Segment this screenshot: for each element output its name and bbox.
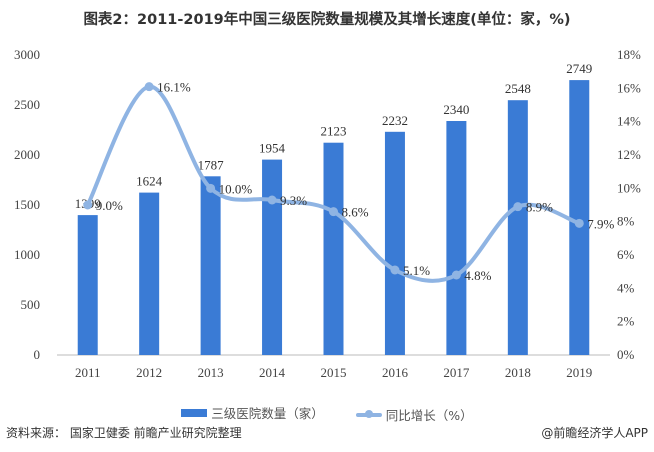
bar xyxy=(262,159,283,355)
source-note: 资料来源： 国家卫健委 前瞻产业研究院整理 xyxy=(6,426,242,440)
bar-label: 2548 xyxy=(505,81,531,96)
right-axis-tick: 6% xyxy=(617,247,635,262)
left-axis-tick: 1500 xyxy=(14,197,40,212)
x-axis-tick: 2011 xyxy=(75,365,101,380)
growth-label: 5.1% xyxy=(403,263,430,278)
left-axis-tick: 3000 xyxy=(14,47,40,62)
right-axis-tick: 8% xyxy=(617,214,635,229)
legend-swatch-bar xyxy=(181,408,208,417)
x-axis-tick: 2016 xyxy=(382,365,409,380)
credit-note: @前瞻经济学人APP xyxy=(541,426,648,440)
growth-label: 9.3% xyxy=(280,193,307,208)
growth-point xyxy=(144,82,154,92)
chart-title: 图表2：2011-2019年中国三级医院数量规模及其增长速度(单位：家，%) xyxy=(83,12,571,28)
right-axis-tick: 2% xyxy=(617,314,635,329)
x-axis-tick: 2014 xyxy=(259,365,286,380)
growth-label: 4.8% xyxy=(464,268,491,283)
bar-label: 2232 xyxy=(382,113,408,128)
legend-swatch-line xyxy=(355,409,382,418)
x-axis-tick: 2013 xyxy=(198,365,224,380)
growth-point xyxy=(206,183,216,193)
bar xyxy=(323,142,344,355)
growth-label: 16.1% xyxy=(157,80,191,95)
right-axis-tick: 0% xyxy=(617,347,635,362)
bar xyxy=(139,192,160,355)
growth-label: 9.0% xyxy=(96,198,123,213)
growth-point xyxy=(329,207,338,217)
growth-label: 8.9% xyxy=(526,200,553,215)
legend: 三级医院数量（家） 同比增长（%） xyxy=(0,403,654,424)
growth-line xyxy=(85,84,582,283)
bar xyxy=(569,80,590,355)
right-axis-tick: 16% xyxy=(617,80,641,95)
legend-item-bar: 三级医院数量（家） xyxy=(181,403,324,422)
x-axis-tick: 2012 xyxy=(136,365,162,380)
legend-label: 三级医院数量（家） xyxy=(211,406,324,421)
legend-item-line: 同比增长（%） xyxy=(355,405,473,424)
left-axis-tick: 0 xyxy=(34,347,41,362)
left-axis-tick: 500 xyxy=(21,297,41,312)
growth-point xyxy=(574,218,584,228)
growth-point xyxy=(513,202,523,212)
right-axis-tick: 12% xyxy=(617,147,641,162)
bar-label: 1624 xyxy=(136,174,163,189)
left-axis-tick: 2000 xyxy=(14,147,40,162)
bar-label: 1954 xyxy=(259,141,286,156)
bar-label: 2749 xyxy=(566,61,592,76)
right-axis-tick: 4% xyxy=(617,280,635,295)
growth-point xyxy=(267,195,277,205)
right-axis-tick: 18% xyxy=(617,47,641,62)
bar xyxy=(77,215,98,355)
x-axis-tick: 2018 xyxy=(505,365,531,380)
growth-point xyxy=(83,200,93,210)
growth-point xyxy=(390,265,400,275)
bar xyxy=(384,131,405,355)
bar-label: 2123 xyxy=(321,124,347,139)
right-axis-tick: 14% xyxy=(617,114,641,129)
left-axis-tick: 1000 xyxy=(14,247,40,262)
growth-label: 10.0% xyxy=(219,181,253,196)
x-axis-tick: 2015 xyxy=(321,365,347,380)
legend-label: 同比增长（%） xyxy=(385,408,473,423)
left-axis-tick: 2500 xyxy=(14,97,40,112)
bar xyxy=(200,176,221,355)
right-axis-tick: 10% xyxy=(617,180,641,195)
growth-label: 7.9% xyxy=(587,216,614,231)
bar xyxy=(446,121,467,355)
x-axis-tick: 2019 xyxy=(566,365,592,380)
bar-label: 1787 xyxy=(198,157,225,172)
growth-point xyxy=(451,270,461,280)
bar-label: 2340 xyxy=(443,102,469,117)
growth-label: 8.6% xyxy=(342,205,369,220)
bar xyxy=(507,100,528,355)
x-axis-tick: 2017 xyxy=(443,365,470,380)
